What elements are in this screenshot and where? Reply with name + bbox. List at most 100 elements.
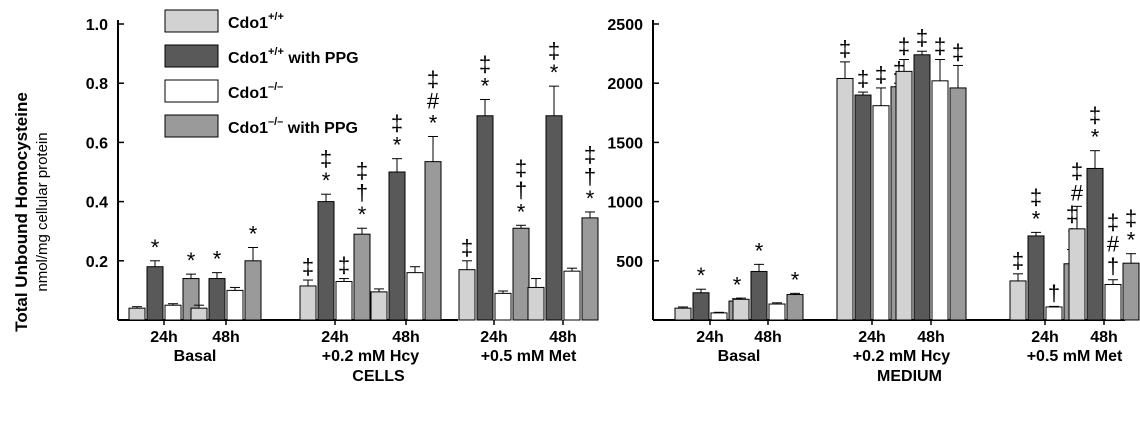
significance-mark: ‡ (548, 38, 560, 63)
timepoint-label: 48h (549, 329, 577, 346)
bar (1086, 167, 1104, 321)
bar (1068, 228, 1086, 321)
bar (545, 115, 563, 321)
y-tick-label: 500 (616, 254, 643, 271)
legend-item-cdo_wt_ppg: Cdo1+/+ with PPG (164, 44, 359, 68)
significance-mark: ‡ (1066, 202, 1078, 227)
bar (406, 272, 424, 321)
bar (768, 303, 786, 321)
bar (353, 233, 371, 321)
significance-mark: ‡ (857, 66, 869, 91)
significance-mark: * (393, 133, 402, 158)
panel-label: CELLS (352, 368, 405, 385)
significance-mark: † (1107, 254, 1119, 279)
bar (931, 80, 949, 321)
bar (1104, 283, 1122, 321)
significance-mark: * (249, 221, 258, 246)
timepoint-label: 48h (917, 329, 945, 346)
legend: Cdo1+/+ Cdo1+/+ with PPG Cdo1–/– Cdo1–/– wi… (164, 9, 359, 138)
significance-mark: ‡ (934, 34, 946, 59)
timepoint-label: 24h (1031, 329, 1059, 346)
significance-mark: ‡ (839, 36, 851, 61)
significance-mark: * (213, 247, 222, 272)
significance-mark: * (733, 273, 742, 298)
bar (692, 292, 710, 321)
legend-swatch (164, 9, 219, 33)
significance-mark: † (1048, 280, 1060, 305)
significance-mark: ‡ (1125, 206, 1137, 231)
bar (164, 304, 182, 321)
significance-mark: ‡ (1107, 210, 1119, 235)
legend-swatch (164, 44, 219, 68)
significance-mark: * (187, 248, 196, 273)
bar (299, 285, 317, 321)
bar (710, 312, 728, 321)
y-tick-label: 0.2 (86, 254, 108, 271)
significance-mark: * (358, 202, 367, 227)
bar (512, 227, 530, 321)
bar (226, 289, 244, 321)
significance-mark: ‡ (1030, 184, 1042, 209)
bar (854, 94, 872, 321)
bar (1027, 235, 1045, 321)
y-tick-label: 2500 (607, 17, 643, 34)
bar (949, 87, 967, 321)
significance-mark: ‡ (338, 253, 350, 278)
bar (424, 161, 442, 321)
significance-mark: ‡ (515, 155, 527, 180)
significance-mark: * (1032, 206, 1041, 231)
y-axis-title-main: Total Unbound Homocysteine (12, 92, 31, 332)
significance-mark: * (1127, 228, 1136, 253)
significance-mark: * (1091, 125, 1100, 150)
bar (190, 307, 208, 321)
significance-mark: * (791, 267, 800, 292)
bar (732, 298, 750, 321)
significance-mark: * (322, 168, 331, 193)
legend-item-cdo_wt: Cdo1+/+ (164, 9, 284, 33)
legend-swatch (164, 114, 219, 138)
significance-mark: # (1071, 180, 1084, 205)
y-tick-label: 1500 (607, 135, 643, 152)
bar (674, 307, 692, 321)
timepoint-label: 24h (696, 329, 724, 346)
y-tick-label: 1.0 (86, 17, 108, 34)
significance-mark: ‡ (898, 34, 910, 59)
bar (1009, 280, 1027, 321)
significance-mark: # (1107, 232, 1120, 257)
legend-label: Cdo1–/– (228, 81, 283, 102)
legend-item-cdo_ko: Cdo1–/– (164, 79, 283, 103)
panel-label: MEDIUM (877, 368, 942, 385)
bar (750, 270, 768, 321)
timepoint-label: 48h (392, 329, 420, 346)
bar (872, 105, 890, 321)
significance-mark: ‡ (356, 158, 368, 183)
y-tick-label: 1000 (607, 195, 643, 212)
significance-mark: ‡ (1071, 158, 1083, 183)
group-label: +0.2 mM Hcy (322, 348, 419, 365)
bar (476, 115, 494, 321)
y-tick-label: 0.6 (86, 135, 108, 152)
bar (335, 281, 353, 321)
significance-mark: ‡ (1012, 248, 1024, 273)
bar (208, 278, 226, 321)
significance-mark: # (427, 88, 440, 113)
timepoint-label: 48h (1090, 329, 1118, 346)
bar (895, 70, 913, 321)
significance-mark: ‡ (875, 62, 887, 87)
significance-mark: * (151, 235, 160, 260)
bar (128, 307, 146, 321)
legend-item-cdo_ko_ppg: Cdo1–/– with PPG (164, 114, 358, 138)
y-axis-title: Total Unbound Homocysteine nmol/mg cellu… (12, 92, 51, 332)
legend-swatch (164, 79, 219, 103)
legend-label: Cdo1+/+ with PPG (228, 46, 359, 67)
bar (458, 269, 476, 321)
bar (317, 201, 335, 321)
significance-mark: * (755, 238, 764, 263)
group-label: +0.2 mM Hcy (853, 348, 950, 365)
significance-mark: ‡ (952, 39, 964, 64)
legend-label: Cdo1–/– with PPG (228, 116, 358, 137)
significance-mark: † (356, 180, 368, 205)
